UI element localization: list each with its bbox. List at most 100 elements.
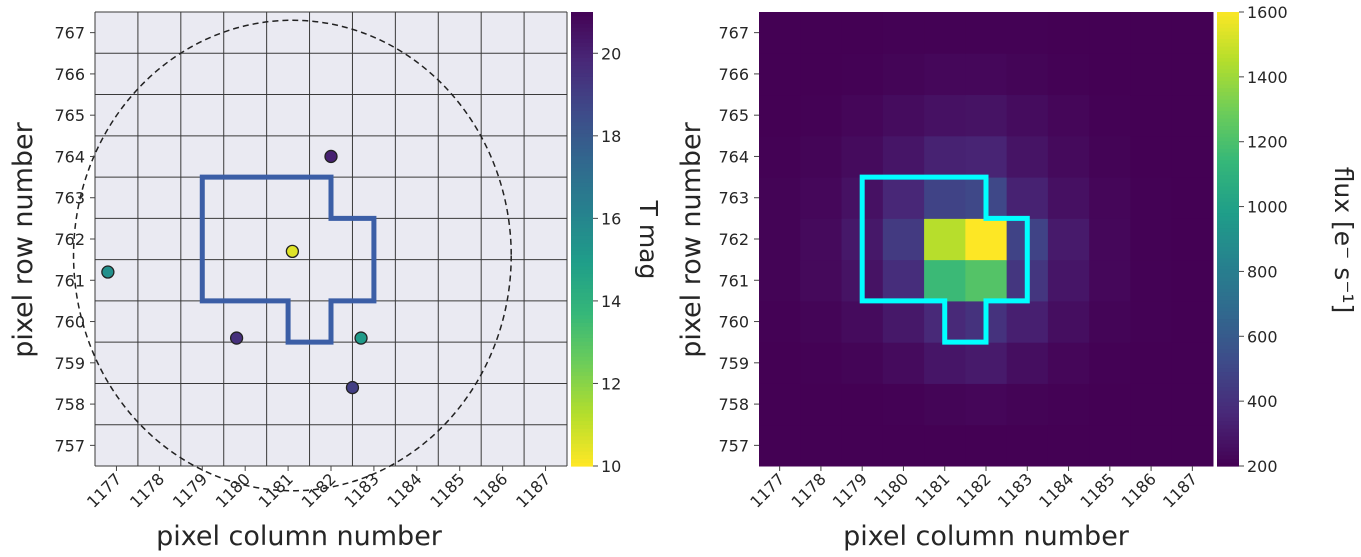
tmag-colorbar-gradient-band — [571, 454, 593, 460]
tmag-colorbar-gradient-band — [571, 99, 593, 104]
tmag-colorbar-gradient-band — [571, 341, 593, 346]
flux-pixel — [1089, 177, 1131, 219]
tmag-y-tick-label: 763 — [54, 189, 85, 208]
flux-pixel — [924, 342, 966, 384]
flux-x-tick-label: 1180 — [870, 469, 912, 511]
tmag-colorbar-gradient-band — [571, 140, 593, 146]
tmag-x-tick-label: 1177 — [83, 469, 125, 511]
tmag-colorbar-gradient-band — [571, 435, 593, 441]
flux-pixel — [759, 342, 801, 384]
tmag-y-tick-label: 764 — [54, 147, 85, 166]
flux-pixel — [1171, 300, 1214, 343]
flux-colorbar-gradient-band — [1217, 208, 1239, 214]
tmag-colorbar-gradient-band — [571, 458, 593, 463]
tmag-y-tick-label: 762 — [54, 230, 85, 249]
flux-pixel — [924, 12, 966, 54]
flux-colorbar-tick-label: 1200 — [1247, 133, 1288, 152]
flux-colorbar-gradient-band — [1217, 390, 1239, 395]
flux-pixel — [882, 53, 925, 96]
tmag-x-ticks: 1177 1178 1179 1180 1181 1182 1183 1184 1185 1186… — [83, 466, 554, 512]
flux-pixel — [924, 135, 966, 178]
flux-pixel — [1130, 424, 1173, 467]
flux-pixel — [1171, 259, 1214, 302]
flux-colorbar-gradient-band — [1217, 450, 1239, 456]
flux-pixel — [882, 383, 925, 426]
flux-colorbar-gradient-band — [1217, 401, 1239, 407]
flux-pixel — [1171, 383, 1214, 426]
tmag-colorbar-gradient-band — [571, 295, 593, 301]
flux-colorbar-gradient-band — [1217, 447, 1239, 452]
flux-pixel — [1006, 53, 1049, 96]
tmag-colorbar-gradient-band — [571, 447, 593, 452]
flux-pixel — [1171, 94, 1214, 137]
tmag-colorbar-gradient-band — [571, 38, 593, 43]
tmag-colorbar-gradient-band — [571, 397, 593, 403]
tmag-colorbar-gradient-band — [571, 61, 593, 66]
flux-pixel — [800, 342, 843, 384]
flux-colorbar-gradient-band — [1217, 382, 1239, 388]
tmag-x-tick-label: 1186 — [469, 469, 511, 511]
flux-colorbar-gradient-band — [1217, 239, 1239, 244]
flux-pixel — [1089, 12, 1131, 54]
tmag-y-tick-label: 758 — [54, 395, 85, 414]
tmag-y-tick-label: 759 — [54, 354, 85, 373]
flux-pixel — [1171, 177, 1214, 219]
flux-colorbar-gradient-band — [1217, 220, 1239, 225]
tmag-colorbar-gradient-band — [571, 257, 593, 263]
flux-colorbar-gradient-band — [1217, 64, 1239, 70]
flux-colorbar-gradient-band — [1217, 310, 1239, 316]
tmag-colorbar-gradient-band — [571, 261, 593, 267]
flux-pixel — [759, 383, 801, 426]
flux-pixel — [1047, 259, 1090, 302]
flux-colorbar-tick-label: 400 — [1247, 392, 1278, 411]
tmag-colorbar-tick-label: 20 — [601, 44, 621, 63]
flux-colorbar-gradient-band — [1217, 151, 1239, 157]
flux-colorbar-gradient-band — [1217, 250, 1239, 255]
star-marker — [345, 380, 360, 395]
tmag-colorbar-gradient-band — [571, 273, 593, 278]
flux-pixel — [1006, 177, 1049, 219]
flux-pixel — [1089, 259, 1131, 302]
flux-pixel — [1130, 53, 1173, 96]
tmag-panel: 1177 1178 1179 1180 1181 1182 1183 1184 1185 1186… — [8, 11, 663, 552]
tmag-colorbar-gradient-band — [571, 133, 593, 138]
flux-colorbar-gradient-band — [1217, 170, 1239, 176]
flux-colorbar-gradient-band — [1217, 394, 1239, 399]
flux-colorbar-gradient-band — [1217, 235, 1239, 240]
flux-colorbar-gradient-band — [1217, 186, 1239, 191]
flux-colorbar-gradient-band — [1217, 322, 1239, 327]
tmag-x-tick-label: 1184 — [383, 469, 425, 511]
flux-colorbar-gradient-band — [1217, 375, 1239, 380]
flux-pixel — [1171, 135, 1214, 178]
flux-colorbar-gradient-band — [1217, 57, 1239, 62]
tmag-colorbar-gradient-band — [571, 114, 593, 119]
tmag-x-tick-label: 1179 — [169, 469, 211, 511]
flux-colorbar-gradient-band — [1217, 254, 1239, 259]
flux-pixel — [1089, 383, 1131, 426]
flux-pixel — [800, 94, 843, 137]
flux-pixel — [965, 94, 1008, 137]
flux-pixel — [800, 300, 843, 343]
tmag-colorbar-gradient-band — [571, 363, 593, 369]
flux-colorbar-gradient-band — [1217, 326, 1239, 331]
flux-colorbar-gradient-band — [1217, 371, 1239, 376]
tmag-colorbar-gradient-band — [571, 409, 593, 414]
tmag-colorbar-gradient-band — [571, 375, 593, 380]
flux-colorbar-gradient-band — [1217, 314, 1239, 320]
flux-pixel — [759, 218, 801, 261]
flux-colorbar-gradient-band — [1217, 212, 1239, 217]
flux-colorbar-gradient-band — [1217, 114, 1239, 119]
flux-pixel — [759, 135, 801, 178]
flux-pixel — [1171, 424, 1214, 467]
flux-colorbar-gradient-band — [1217, 49, 1239, 55]
flux-pixel — [800, 259, 843, 302]
tmag-colorbar-gradient-band — [571, 125, 593, 130]
flux-colorbar-gradient-band — [1217, 360, 1239, 365]
flux-pixel — [759, 424, 801, 467]
tmag-colorbar-gradient-band — [571, 155, 593, 161]
tmag-colorbar-gradient-band — [571, 83, 593, 89]
flux-pixel — [924, 383, 966, 426]
tmag-x-tick-label: 1182 — [298, 469, 340, 511]
tmag-x-tick-label: 1181 — [255, 469, 297, 511]
tmag-colorbar-gradient-band — [571, 284, 593, 289]
